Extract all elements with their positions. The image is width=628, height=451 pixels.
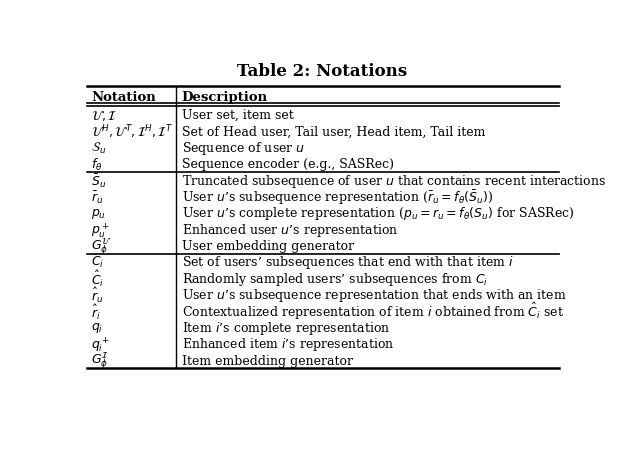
Text: $G_\phi^\mathcal{I}$: $G_\phi^\mathcal{I}$ — [91, 350, 109, 371]
Text: $\bar{r}_u$: $\bar{r}_u$ — [91, 189, 104, 205]
Text: Item embedding generator: Item embedding generator — [181, 354, 353, 367]
Text: Description: Description — [181, 91, 268, 104]
Text: Truncated subsequence of user $u$ that contains recent interactions: Truncated subsequence of user $u$ that c… — [181, 172, 606, 189]
Text: Set of Head user, Tail user, Head item, Tail item: Set of Head user, Tail user, Head item, … — [181, 125, 485, 138]
Text: Set of users’ subsequences that end with that item $i$: Set of users’ subsequences that end with… — [181, 254, 514, 271]
Text: Randomly sampled users’ subsequences from $C_i$: Randomly sampled users’ subsequences fro… — [181, 270, 488, 287]
Text: $C_i$: $C_i$ — [91, 255, 104, 270]
Text: $\mathcal{S}_u$: $\mathcal{S}_u$ — [91, 141, 106, 156]
Text: $p_u$: $p_u$ — [91, 207, 106, 221]
Text: Item $i$’s complete representation: Item $i$’s complete representation — [181, 319, 390, 336]
Text: User embedding generator: User embedding generator — [181, 239, 354, 253]
Text: Contextualized representation of item $i$ obtained from $\hat{C}_i$ set: Contextualized representation of item $i… — [181, 301, 564, 322]
Text: User $u$’s subsequence representation ($\bar{r}_u = f_\theta(\bar{S}_u)$): User $u$’s subsequence representation ($… — [181, 188, 493, 206]
Text: Enhanced item $i$’s representation: Enhanced item $i$’s representation — [181, 336, 394, 352]
Text: $p_u^+$: $p_u^+$ — [91, 220, 110, 239]
Text: $q_i$: $q_i$ — [91, 321, 104, 335]
Text: Table 2: Notations: Table 2: Notations — [237, 63, 407, 80]
Text: Sequence of user $u$: Sequence of user $u$ — [181, 139, 305, 156]
Text: Enhanced user $u$’s representation: Enhanced user $u$’s representation — [181, 221, 398, 238]
Text: $\hat{r}_u$: $\hat{r}_u$ — [91, 285, 104, 304]
Text: User set, item set: User set, item set — [181, 109, 293, 122]
Text: Sequence encoder (e.g., SASRec): Sequence encoder (e.g., SASRec) — [181, 158, 394, 171]
Text: User $u$’s subsequence representation that ends with an item: User $u$’s subsequence representation th… — [181, 286, 566, 304]
Text: $\hat{C}_i$: $\hat{C}_i$ — [91, 269, 104, 289]
Text: $q_i^+$: $q_i^+$ — [91, 335, 110, 354]
Text: $f_\theta$: $f_\theta$ — [91, 156, 103, 172]
Text: User $u$’s complete representation ($p_u = r_u = f_\theta(S_u)$ for SASRec): User $u$’s complete representation ($p_u… — [181, 205, 574, 222]
Text: $G_\phi^\mathcal{U}$: $G_\phi^\mathcal{U}$ — [91, 235, 112, 256]
Text: Notation: Notation — [91, 91, 156, 104]
Text: $\mathcal{U}, \mathcal{I}$: $\mathcal{U}, \mathcal{I}$ — [91, 108, 117, 122]
Text: $\hat{r}_i$: $\hat{r}_i$ — [91, 302, 101, 321]
Text: $\bar{S}_u$: $\bar{S}_u$ — [91, 172, 106, 189]
Text: $\mathcal{U}^H,\mathcal{U}^T,\mathcal{I}^H,\mathcal{I}^T$: $\mathcal{U}^H,\mathcal{U}^T,\mathcal{I}… — [91, 123, 173, 141]
